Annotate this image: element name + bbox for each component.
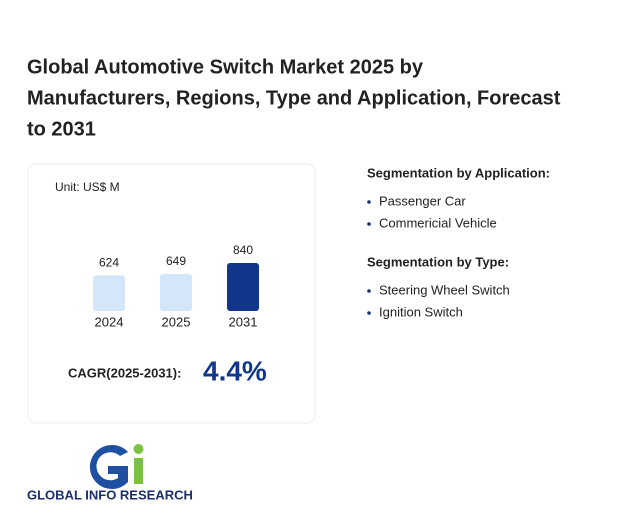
- x-tick-label: 2025: [162, 314, 191, 329]
- unit-label: Unit: US$ M: [55, 180, 120, 194]
- x-tick-label: 2024: [95, 314, 124, 329]
- x-tick-label: 2031: [229, 314, 258, 329]
- bullet: [367, 289, 371, 293]
- segment-item: Steering Wheel Switch: [379, 282, 510, 297]
- cagr-value: 4.4%: [203, 355, 267, 386]
- title-line: Global Automotive Switch Market 2025 by: [27, 56, 424, 78]
- logo-g: [89, 445, 128, 489]
- cagr-label: CAGR(2025-2031):: [68, 365, 181, 380]
- segment-heading: Segmentation by Type:: [367, 254, 509, 269]
- logo: GLOBAL INFO RESEARCH: [27, 444, 193, 502]
- value-label: 624: [99, 256, 119, 270]
- value-label: 649: [166, 254, 186, 268]
- segment-item: Ignition Switch: [379, 304, 463, 319]
- segment-item: Passenger Car: [379, 193, 466, 208]
- bar: [227, 263, 259, 311]
- bullet: [367, 222, 371, 226]
- segment-heading: Segmentation by Application:: [367, 165, 550, 180]
- bar: [93, 275, 125, 311]
- logo-i-dot: [133, 444, 144, 454]
- bullet: [367, 200, 371, 204]
- value-label: 840: [233, 243, 253, 257]
- logo-i: [134, 458, 143, 484]
- title-line: Manufacturers, Regions, Type and Applica…: [27, 87, 561, 109]
- bar: [160, 273, 192, 311]
- segment-item: Commericial Vehicle: [379, 215, 497, 230]
- logo-text: GLOBAL INFO RESEARCH: [27, 487, 193, 502]
- bullet: [367, 311, 371, 315]
- title-line: to 2031: [27, 118, 96, 140]
